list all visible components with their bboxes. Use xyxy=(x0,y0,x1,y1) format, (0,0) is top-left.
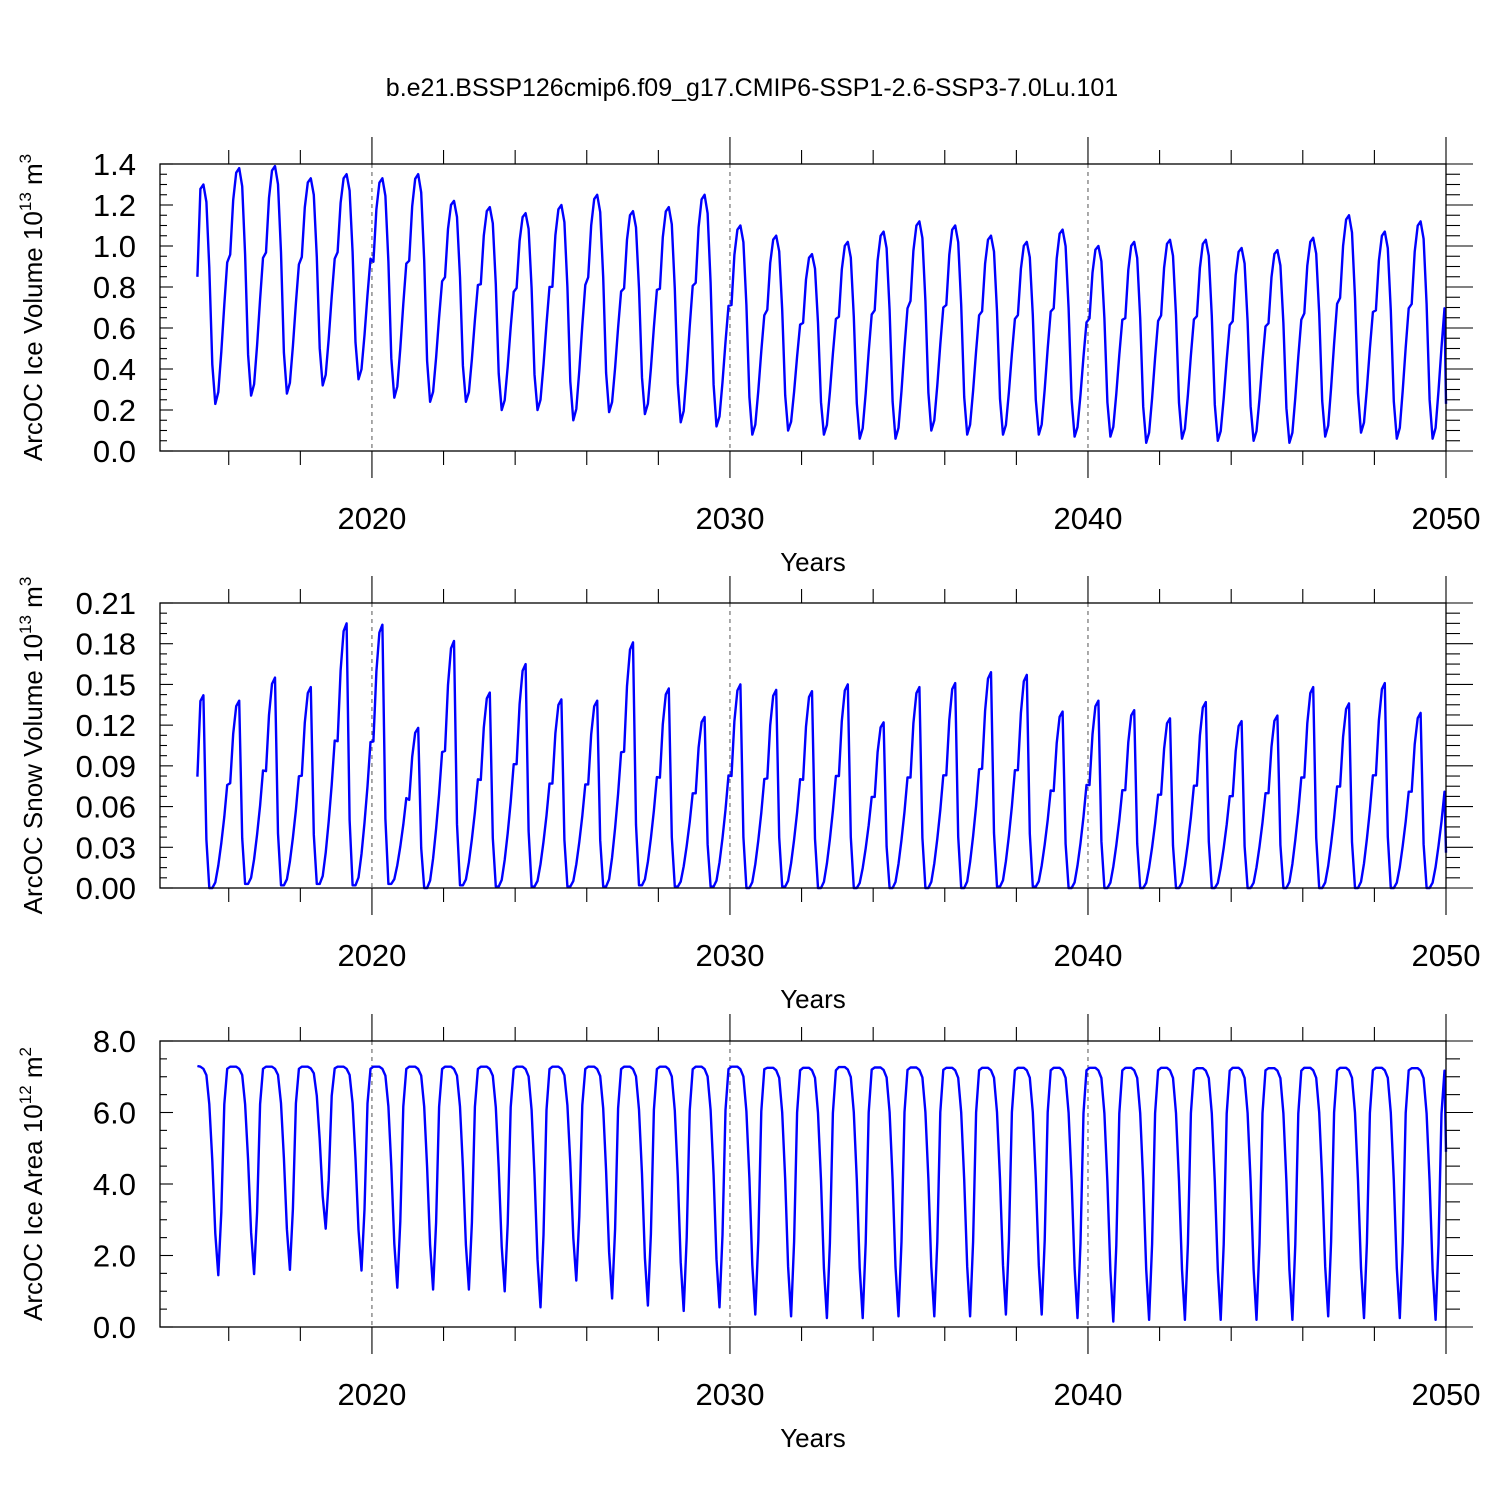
ice-volume-ytick-label: 1.0 xyxy=(93,229,136,264)
ice-area-plot-frame xyxy=(159,1040,1447,1328)
ice-volume-panel: 0.0 0.2 0.4 0.6 0.8 1.0 1.2 1.4 2020 2030 2040 2050… xyxy=(16,137,1480,577)
ice-area-ytick-label: 8.0 xyxy=(93,1024,136,1059)
ice-volume-ytick-label: 0.4 xyxy=(93,352,136,387)
snow-volume-xtick-label: 2030 xyxy=(695,938,764,973)
ice-area-xtick-label: 2040 xyxy=(1053,1377,1122,1412)
ice-volume-y-axis-label: ArcOC Ice Volume 1013 m3 xyxy=(16,154,48,461)
ice-area-ytick-label: 2.0 xyxy=(93,1239,136,1274)
ice-area-xtick-label: 2020 xyxy=(337,1377,406,1412)
snow-volume-y-axis-label: ArcOC Snow Volume 1013 m3 xyxy=(16,577,48,915)
snow-volume-xtick-label: 2020 xyxy=(337,938,406,973)
ice-area-series-line xyxy=(197,1064,1448,1323)
snow-volume-ytick-label: 0.00 xyxy=(76,871,136,906)
ice-volume-ytick-label: 0.6 xyxy=(93,311,136,346)
snow-volume-plot-frame xyxy=(159,602,1447,889)
ice-volume-xtick-label: 2030 xyxy=(695,501,764,536)
figure-title: b.e21.BSSP126cmip6.f09_g17.CMIP6-SSP1-2.… xyxy=(386,74,1118,102)
ice-volume-xtick-label: 2020 xyxy=(337,501,406,536)
ice-area-xtick-label: 2030 xyxy=(695,1377,764,1412)
snow-volume-xtick-label: 2050 xyxy=(1412,938,1481,973)
ice-volume-xtick-label: 2050 xyxy=(1412,501,1481,536)
ice-area-panel: 0.0 2.0 4.0 6.0 8.0 2020 2030 2040 2050 Years ArcO… xyxy=(16,1014,1480,1453)
ice-volume-ytick-label: 0.2 xyxy=(93,393,136,428)
ice-volume-series-line xyxy=(196,164,1448,444)
ice-area-ytick-label: 0.0 xyxy=(93,1310,136,1345)
snow-volume-x-axis-label: Years xyxy=(780,984,846,1014)
snow-volume-ytick-label: 0.18 xyxy=(76,627,136,662)
snow-volume-xtick-label: 2040 xyxy=(1053,938,1122,973)
ice-area-xtick-label: 2050 xyxy=(1412,1377,1481,1412)
snow-volume-ytick-label: 0.21 xyxy=(76,586,136,621)
snow-volume-ytick-label: 0.09 xyxy=(76,749,136,784)
snow-volume-ytick-label: 0.12 xyxy=(76,708,136,743)
ice-area-ytick-label: 4.0 xyxy=(93,1167,136,1202)
snow-volume-ytick-label: 0.15 xyxy=(76,667,136,702)
ice-volume-ytick-label: 1.2 xyxy=(93,188,136,223)
ice-area-y-axis-label: ArcOC Ice Area 1012 m2 xyxy=(16,1047,48,1321)
ice-area-x-axis-label: Years xyxy=(780,1423,846,1453)
ice-volume-ytick-label: 1.4 xyxy=(93,147,136,182)
snow-volume-series-line xyxy=(196,622,1448,890)
ice-volume-ytick-label: 0.0 xyxy=(93,434,136,469)
ice-area-ytick-label: 6.0 xyxy=(93,1096,136,1131)
ice-volume-ytick-label: 0.8 xyxy=(93,270,136,305)
ice-volume-xtick-label: 2040 xyxy=(1053,501,1122,536)
snow-volume-ytick-label: 0.06 xyxy=(76,790,136,825)
snow-volume-panel: 0.00 0.03 0.06 0.09 0.12 0.15 0.18 0.21 2020 2030… xyxy=(16,576,1480,1014)
snow-volume-ytick-label: 0.03 xyxy=(76,830,136,865)
ice-volume-x-axis-label: Years xyxy=(780,547,846,577)
